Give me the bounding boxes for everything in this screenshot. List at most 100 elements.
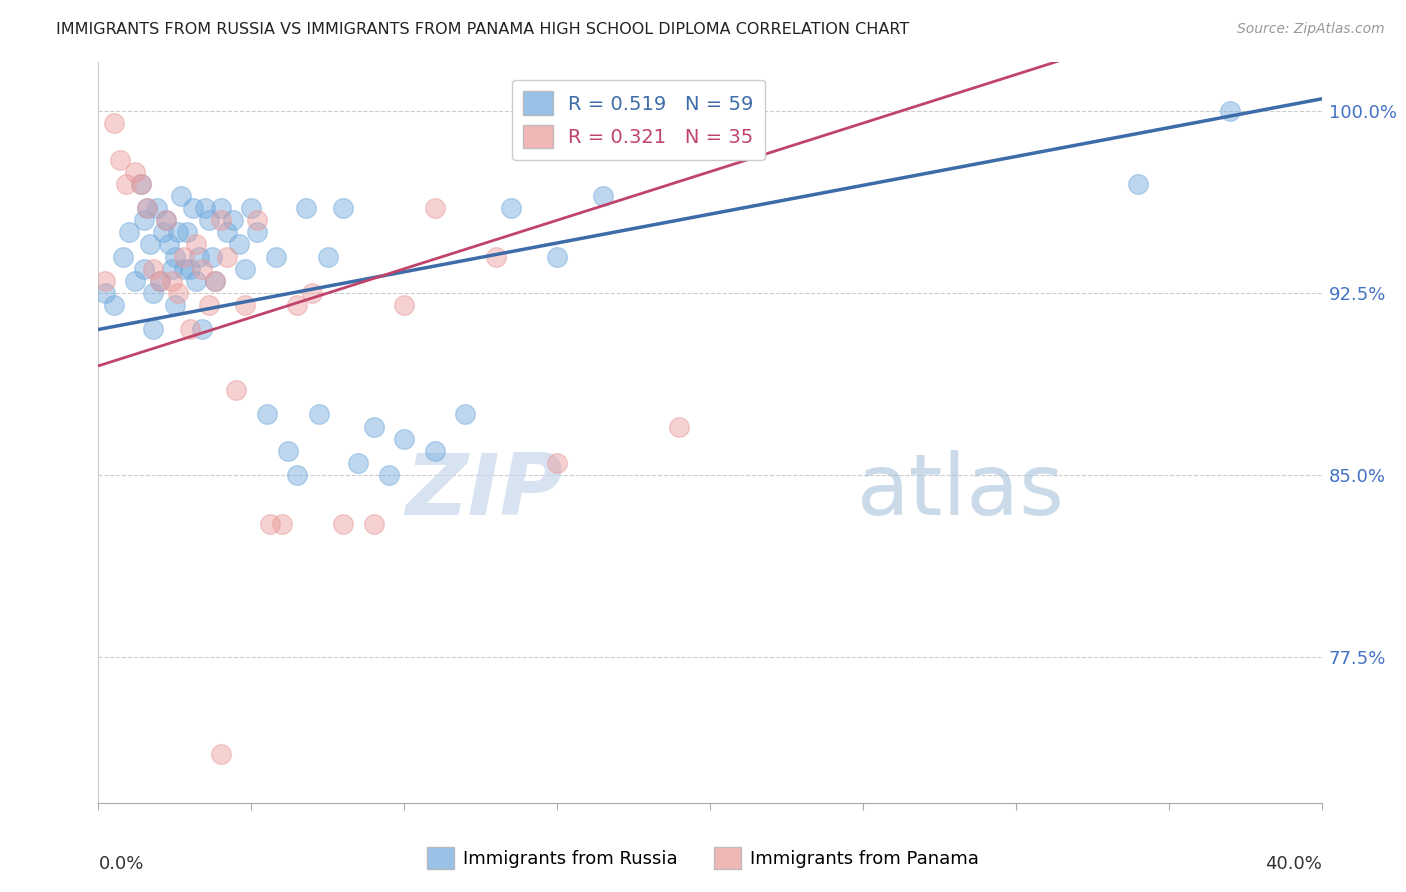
Point (136, 201, 159, 215)
Point (149, 274, 172, 288)
Point (301, 286, 323, 301)
Text: Source: ZipAtlas.com: Source: ZipAtlas.com (1237, 22, 1385, 37)
Point (316, 250, 339, 264)
Point (115, 177, 138, 191)
Point (188, 250, 211, 264)
Point (160, 261, 183, 276)
Point (295, 201, 318, 215)
Point (204, 274, 226, 288)
Point (225, 383, 247, 397)
Point (173, 261, 195, 276)
Point (124, 164, 146, 178)
Point (209, 213, 232, 227)
Point (228, 237, 250, 252)
Point (152, 225, 174, 239)
Point (215, 250, 238, 264)
Point (246, 225, 269, 239)
Point (186, 237, 208, 252)
Point (264, 250, 287, 264)
Point (167, 286, 190, 301)
Point (277, 443, 299, 458)
Point (215, 225, 238, 239)
Point (347, 456, 370, 470)
Point (155, 213, 177, 227)
Point (170, 189, 193, 203)
Point (1219, 103, 1241, 118)
Point (392, 432, 416, 446)
Point (93, 286, 115, 301)
Point (111, 250, 134, 264)
Point (200, 250, 222, 264)
Point (285, 298, 308, 312)
Point (163, 250, 186, 264)
Point (163, 298, 186, 312)
Point (592, 189, 614, 203)
Point (129, 177, 152, 191)
Point (233, 298, 256, 312)
Point (142, 286, 165, 301)
Text: ZIP: ZIP (405, 450, 564, 533)
Point (197, 298, 219, 312)
Point (129, 177, 152, 191)
Point (222, 213, 245, 227)
Point (392, 298, 416, 312)
Point (332, 201, 354, 215)
Point (124, 274, 146, 288)
Point (103, 298, 125, 312)
Point (179, 261, 201, 276)
Point (259, 516, 281, 531)
Point (167, 225, 190, 239)
Text: 0.0%: 0.0% (98, 855, 143, 872)
Point (378, 468, 401, 483)
Point (546, 250, 568, 264)
Point (139, 237, 162, 252)
Point (160, 274, 183, 288)
Point (176, 225, 198, 239)
Text: atlas: atlas (856, 450, 1064, 533)
Point (363, 516, 385, 531)
Point (308, 408, 330, 422)
Point (191, 261, 214, 276)
Point (93, 274, 115, 288)
Point (134, 213, 156, 227)
Text: 40.0%: 40.0% (1265, 855, 1322, 872)
Point (332, 516, 354, 531)
Point (423, 443, 446, 458)
Point (363, 419, 385, 434)
Point (179, 322, 201, 336)
Point (209, 201, 232, 215)
Point (501, 201, 523, 215)
Point (204, 274, 226, 288)
Point (270, 516, 292, 531)
Point (256, 408, 278, 422)
Point (149, 274, 172, 288)
Point (142, 261, 165, 276)
Point (285, 468, 308, 483)
Point (142, 322, 165, 336)
Point (668, 419, 690, 434)
Point (191, 322, 214, 336)
Point (209, 747, 232, 762)
Point (246, 213, 269, 227)
Point (136, 201, 159, 215)
Legend: R = 0.519   N = 59, R = 0.321   N = 35: R = 0.519 N = 59, R = 0.321 N = 35 (512, 79, 765, 160)
Point (1128, 177, 1150, 191)
Point (108, 153, 131, 167)
Point (186, 274, 208, 288)
Point (173, 250, 195, 264)
Point (423, 201, 446, 215)
Point (103, 116, 125, 130)
Point (145, 201, 167, 215)
Point (157, 237, 180, 252)
Legend: Immigrants from Russia, Immigrants from Panama: Immigrants from Russia, Immigrants from … (420, 839, 986, 876)
Point (197, 213, 219, 227)
Point (485, 250, 508, 264)
Point (194, 201, 217, 215)
Text: IMMIGRANTS FROM RUSSIA VS IMMIGRANTS FROM PANAMA HIGH SCHOOL DIPLOMA CORRELATION: IMMIGRANTS FROM RUSSIA VS IMMIGRANTS FRO… (56, 22, 910, 37)
Point (454, 408, 477, 422)
Point (118, 225, 141, 239)
Point (546, 456, 568, 470)
Point (155, 213, 177, 227)
Point (233, 261, 256, 276)
Point (134, 261, 156, 276)
